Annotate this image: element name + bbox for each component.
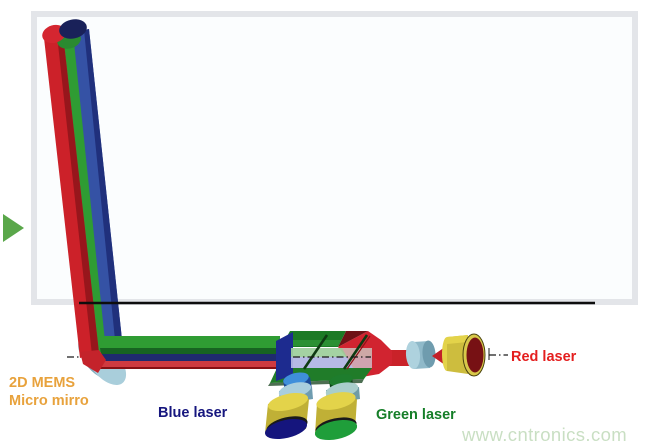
red-laser-body-highlight xyxy=(447,335,468,344)
scan-beams-vertical xyxy=(42,19,123,358)
beam-band-red xyxy=(94,361,280,367)
label-red-laser: Red laser xyxy=(511,349,577,365)
dichroic-mirror-1 xyxy=(302,334,329,370)
label-mems-line2: Micro mirro xyxy=(9,393,89,409)
beam-band-green-dark xyxy=(100,348,280,354)
beam-tip-blue xyxy=(59,19,87,39)
combined-beam-horizontal xyxy=(80,336,280,373)
blue-laser-body-top xyxy=(267,392,309,412)
projection-screen xyxy=(31,11,638,305)
red-laser-body xyxy=(447,335,468,374)
combiner-left-cap xyxy=(276,332,293,381)
red-laser-module xyxy=(405,333,508,377)
label-blue-laser: Blue laser xyxy=(158,405,228,421)
dichroic-mirror-2-edge xyxy=(346,335,371,370)
dichroic-mirror-2 xyxy=(342,334,369,370)
green-laser-body-top xyxy=(316,392,356,410)
label-green-laser: Green laser xyxy=(376,407,456,423)
green-laser-module xyxy=(314,374,360,441)
green-laser-base xyxy=(314,419,358,441)
scan-beam-blue-shade xyxy=(84,29,123,350)
combiner-maroon-top xyxy=(338,331,368,347)
collimating-lens-back xyxy=(422,340,436,368)
beam-band-red-dark xyxy=(93,367,280,369)
scan-beam-green xyxy=(63,33,106,353)
blue-laser-base xyxy=(264,418,308,440)
beam-band-navy xyxy=(99,354,280,361)
beam-band-green xyxy=(100,336,280,348)
label-mems-line1: 2D MEMS xyxy=(9,375,75,391)
beam-bend-red xyxy=(80,350,106,373)
combiner-window-pink xyxy=(342,348,372,368)
blue-laser-module xyxy=(264,372,313,440)
scan-beam-red-shade xyxy=(57,34,99,355)
combiner-top-highlight xyxy=(282,340,341,346)
collimating-lens-face xyxy=(405,341,421,369)
watermark: www.cntronics.com xyxy=(461,424,627,445)
red-laser-aperture xyxy=(466,337,484,373)
red-beam-cone xyxy=(432,347,445,365)
play-arrow-icon xyxy=(3,214,24,242)
